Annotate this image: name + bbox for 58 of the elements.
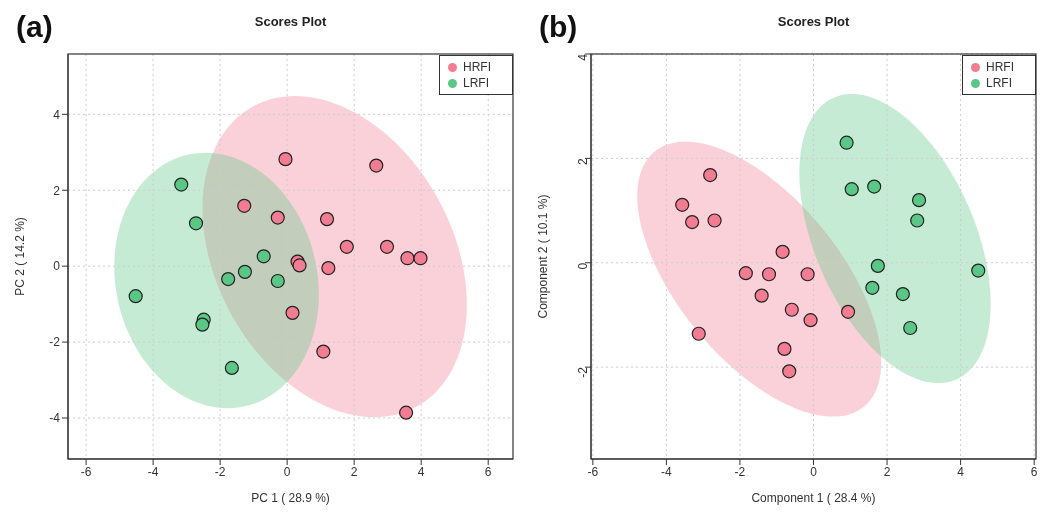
legend-label: HRFI (986, 59, 1014, 75)
point (319, 212, 335, 227)
x-axis-title: Component 1 ( 28.4 %) (751, 491, 876, 505)
y-tick-label: -2 (49, 335, 61, 350)
x-tick-label: -2 (734, 464, 746, 479)
point (399, 405, 414, 420)
chart-title: Scores Plot (776, 14, 851, 29)
point (237, 264, 253, 279)
x-axis-title: PC 1 ( 28.9 %) (251, 491, 330, 505)
legend-label: LRFI (463, 75, 490, 91)
point (369, 158, 384, 173)
point (188, 216, 204, 231)
point (237, 198, 252, 213)
y-axis-title: PC 2 ( 14.2 %) (13, 217, 28, 296)
x-tick-label: 0 (810, 464, 818, 479)
point (128, 289, 143, 304)
x-tick-label: 2 (883, 464, 891, 479)
point (278, 152, 293, 167)
y-tick-label: -4 (49, 411, 61, 426)
point (224, 360, 239, 375)
x-tick-label: 6 (484, 464, 492, 479)
point (316, 344, 331, 359)
point (379, 239, 395, 254)
x-tick-label: 2 (350, 464, 358, 479)
point (285, 305, 300, 320)
point (270, 273, 285, 289)
x-tick-label: 4 (417, 464, 425, 479)
y-tick-label: 0 (576, 262, 591, 270)
point (195, 317, 210, 332)
x-tick-label: -6 (80, 464, 92, 479)
legend-label: LRFI (986, 75, 1013, 91)
legend-label: HRFI (463, 59, 491, 75)
text: (b) (539, 10, 578, 44)
y-tick-label: 2 (576, 158, 591, 166)
y-tick-label: 4 (53, 107, 61, 122)
y-tick-label: 4 (576, 53, 591, 61)
point (339, 239, 354, 254)
y-axis-title: Component 2 ( 10.1 %) (536, 194, 551, 319)
point (270, 210, 285, 225)
chart-title: Scores Plot (253, 14, 328, 29)
point (413, 251, 428, 266)
point (400, 251, 415, 266)
point (174, 177, 189, 192)
y-tick-label: -2 (576, 366, 591, 378)
x-tick-label: 0 (283, 464, 291, 479)
x-tick-label: -6 (587, 464, 599, 479)
y-tick-label: 2 (53, 183, 61, 198)
x-tick-label: 6 (1030, 464, 1038, 479)
y-tick-label: 0 (53, 259, 61, 274)
x-tick-label: 4 (957, 464, 965, 479)
point (321, 260, 336, 276)
x-tick-label: -2 (214, 464, 226, 479)
text: (a) (16, 10, 53, 44)
point (221, 271, 236, 287)
x-tick-label: -4 (147, 464, 159, 479)
x-tick-label: -4 (661, 464, 673, 479)
point (256, 249, 271, 264)
point (292, 258, 307, 273)
